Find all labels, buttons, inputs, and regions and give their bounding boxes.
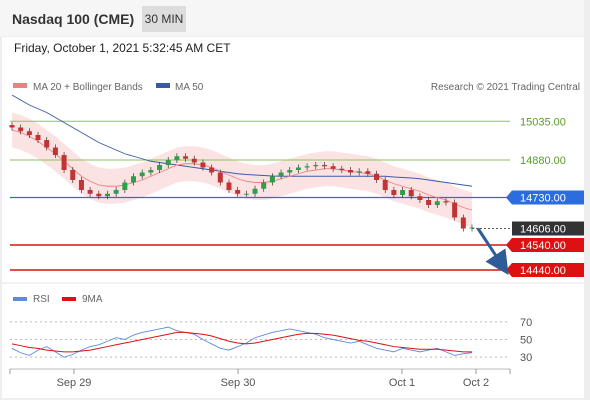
legend-swatch-9ma [62, 297, 76, 301]
candle-body [96, 193, 102, 197]
candle-body [365, 171, 371, 174]
moving-averages [11, 94, 473, 211]
legend-rsi: RSI [33, 294, 50, 305]
candle-body [200, 162, 206, 168]
candle-body [287, 170, 293, 173]
level-14540.00-label: 14540.00 [520, 240, 566, 252]
chart-header: Nasdaq 100 (CME) 30 MIN [0, 0, 584, 36]
timestamp: Friday, October 1, 2021 5:32:45 AM CET [14, 41, 231, 55]
candle-body [217, 172, 223, 183]
candle-body [235, 190, 241, 194]
candle-body [374, 173, 380, 180]
legend-swatch-rsi [13, 297, 27, 301]
x-tick-label: Oct 2 [463, 377, 489, 389]
candle-body [269, 176, 275, 183]
candle-body [131, 176, 137, 183]
candle-body [35, 135, 41, 140]
candle-body [460, 217, 466, 229]
candle-body [443, 201, 449, 203]
candle-body [356, 171, 362, 173]
candle-body [261, 182, 267, 189]
candle-body [469, 227, 475, 229]
rsi-panel: 30 50 70 [10, 317, 532, 364]
rsi-9ma-line [11, 331, 472, 353]
legend-swatch-ma50 [156, 83, 170, 88]
candle-body [339, 168, 345, 170]
legend-9ma: 9MA [82, 294, 103, 305]
candle-body [18, 127, 24, 132]
candle-body [313, 165, 319, 167]
forecast-arrow-line [476, 227, 509, 276]
candle-body [70, 170, 76, 180]
candle-body [278, 172, 284, 177]
candle-body [52, 147, 58, 155]
candle-body [295, 167, 301, 170]
bollinger-band [12, 112, 472, 228]
candle-body [243, 193, 249, 195]
candle-body [382, 180, 388, 190]
candle-body [183, 156, 189, 159]
candle-body [191, 158, 197, 163]
chart-panel [2, 37, 584, 398]
level-14440.00-tag [506, 263, 584, 277]
candle-body [157, 165, 163, 170]
level-14730.00-label: 14730.00 [520, 193, 566, 205]
legend-ma20: MA 20 + Bollinger Bands [33, 82, 143, 93]
rsi-tick-50: 50 [520, 335, 532, 347]
candle-body [122, 182, 128, 190]
timeframe-badge[interactable]: 30 MIN [142, 6, 186, 32]
candle-body [391, 190, 397, 195]
candle-body [330, 166, 336, 169]
level-14606.00-label: 14606.00 [520, 224, 566, 236]
legend-ma50: MA 50 [175, 82, 204, 93]
candle-body [165, 160, 171, 165]
candle-body [139, 172, 145, 177]
rsi-tick-70: 70 [520, 317, 532, 329]
forecast-arrow [476, 227, 509, 276]
candle-body [87, 190, 93, 194]
candle-body [408, 190, 414, 197]
candle-body [26, 131, 32, 135]
candle-body [78, 180, 84, 190]
candle-body [44, 140, 50, 148]
ma50-line [11, 94, 473, 187]
ma20-line [11, 129, 473, 211]
chart-title: Nasdaq 100 (CME) [12, 11, 135, 27]
x-ticks: Sep 29 Sep 30 Oct 1 Oct 2 [9, 369, 511, 389]
candle-body [209, 167, 215, 173]
candle-body [417, 196, 423, 200]
level-14540.00-tag [506, 238, 584, 252]
level-15035.00-label: 15035.00 [520, 116, 566, 128]
level-14880.00-label: 14880.00 [520, 155, 566, 167]
price-levels: 15035.00 14880.00 14730.00 14606.00 14540.00… [10, 116, 584, 277]
rsi-line [11, 326, 473, 358]
candle-body [113, 190, 119, 194]
x-tick-label: Oct 1 [389, 377, 415, 389]
candle-body [226, 182, 232, 190]
x-tick-label: Sep 29 [57, 377, 92, 389]
candle-body [9, 125, 15, 128]
candle-body [104, 193, 110, 197]
candle-body [148, 170, 154, 173]
level-14440.00-label: 14440.00 [520, 265, 566, 277]
copyright: Research © 2021 Trading Central [431, 82, 580, 93]
candle-body [304, 166, 310, 168]
candle-body [400, 190, 406, 195]
bollinger-band-area [12, 112, 472, 228]
level-14730.00-tag [506, 190, 584, 205]
candle-body [347, 170, 353, 173]
legend-swatch-ma20 [13, 83, 27, 88]
x-tick-label: Sep 30 [221, 377, 256, 389]
rsi-tick-30: 30 [520, 352, 532, 364]
candle-body [174, 156, 180, 160]
candle-body [321, 165, 327, 167]
candle-body [452, 202, 458, 218]
price-candles [9, 122, 475, 232]
candle-body [61, 155, 67, 170]
level-14606.00-tag [512, 221, 584, 236]
candle-body [434, 201, 440, 205]
candle-body [426, 200, 432, 205]
candle-body [252, 188, 258, 194]
